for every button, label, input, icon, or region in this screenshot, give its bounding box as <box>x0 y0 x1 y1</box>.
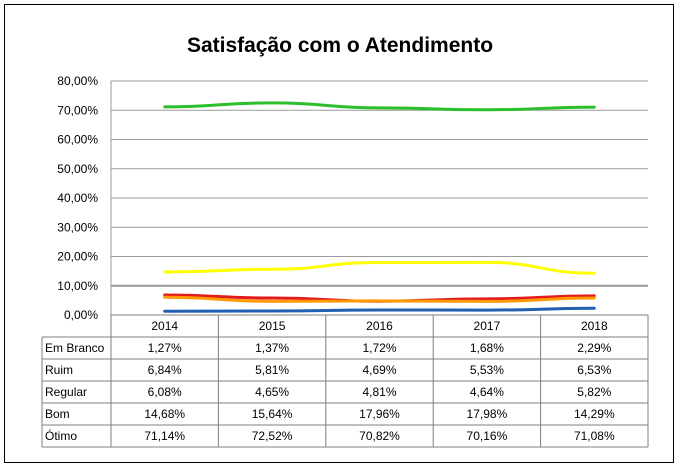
data-label: 6,84% <box>148 363 182 377</box>
data-label: 71,08% <box>574 429 615 443</box>
data-label: 5,82% <box>577 385 611 399</box>
data-label: 1,72% <box>362 341 396 355</box>
data-label: 1,68% <box>470 341 504 355</box>
data-label: 1,27% <box>148 341 182 355</box>
category-label: 2017 <box>474 319 501 333</box>
data-label: 4,69% <box>362 363 396 377</box>
data-label: 72,52% <box>252 429 293 443</box>
data-label: 14,68% <box>144 407 185 421</box>
y-tick-label: 70,00% <box>57 103 98 117</box>
series-name: Regular <box>45 385 87 399</box>
series-line <box>163 101 596 112</box>
y-tick-label: 50,00% <box>57 162 98 176</box>
y-tick-label: 60,00% <box>57 133 98 147</box>
category-label: 2018 <box>581 319 608 333</box>
category-label: 2014 <box>151 319 178 333</box>
data-label: 70,82% <box>359 429 400 443</box>
data-label: 70,16% <box>467 429 508 443</box>
series-line <box>163 260 596 275</box>
y-tick-label: 40,00% <box>57 191 98 205</box>
series-name: Ruim <box>45 363 73 377</box>
data-label: 5,53% <box>470 363 504 377</box>
data-label: 71,14% <box>144 429 185 443</box>
data-label: 5,81% <box>255 363 289 377</box>
y-tick-label: 20,00% <box>57 250 98 264</box>
y-tick-label: 80,00% <box>57 74 98 88</box>
y-tick-label: 10,00% <box>57 279 98 293</box>
data-label: 17,96% <box>359 407 400 421</box>
data-label: 6,53% <box>577 363 611 377</box>
data-label: 15,64% <box>252 407 293 421</box>
data-label: 1,37% <box>255 341 289 355</box>
data-label: 6,08% <box>148 385 182 399</box>
data-label: 4,64% <box>470 385 504 399</box>
y-tick-label: 0,00% <box>64 308 98 322</box>
series-name: Em Branco <box>45 341 105 355</box>
series-line <box>163 306 596 313</box>
series-name: Ótimo <box>45 428 77 443</box>
data-label: 4,81% <box>362 385 396 399</box>
y-tick-label: 30,00% <box>57 220 98 234</box>
data-label: 14,29% <box>574 407 615 421</box>
data-label: 4,65% <box>255 385 289 399</box>
data-label: 17,98% <box>467 407 508 421</box>
series-name: Bom <box>45 407 70 421</box>
series-line <box>163 295 596 303</box>
data-label: 2,29% <box>577 341 611 355</box>
category-label: 2015 <box>259 319 286 333</box>
category-label: 2016 <box>366 319 393 333</box>
chart-title: Satisfação com o Atendimento <box>186 34 494 57</box>
